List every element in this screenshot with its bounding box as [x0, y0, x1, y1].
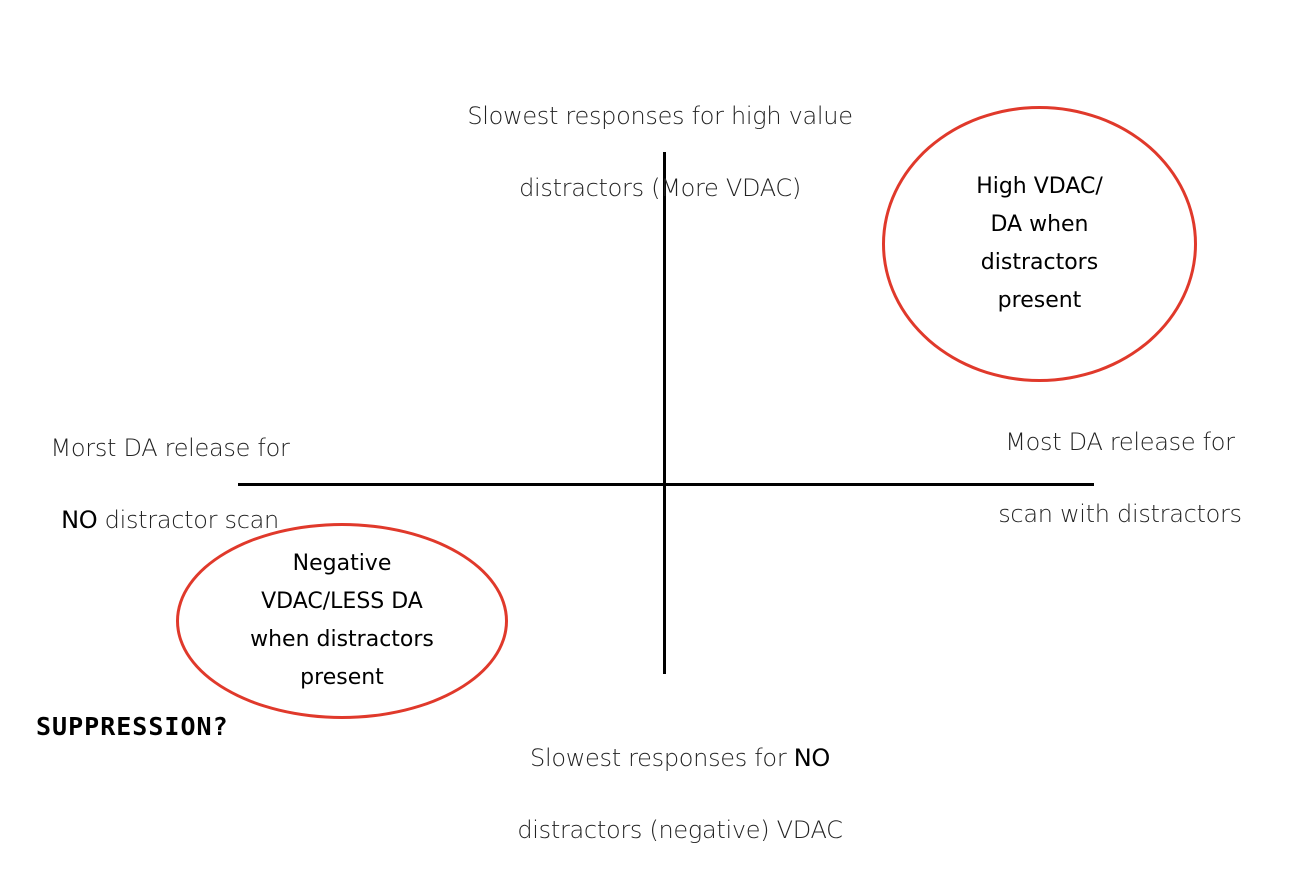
right-axis-label-line2: scan with distractors — [998, 500, 1242, 528]
top-axis-label: Slowest responses for high value distrac… — [440, 62, 880, 242]
left-axis-label-line2-text: distractor scan — [97, 506, 280, 534]
left-axis-label: Morst DA release for NO distractor scan — [30, 394, 310, 574]
bottom-axis-label-line1: Slowest responses for NO — [460, 740, 900, 776]
left-axis-label-line2: NO distractor scan — [30, 502, 310, 538]
horizontal-axis — [238, 483, 1094, 486]
bottom-axis-label-line1-text: Slowest responses for — [530, 744, 794, 772]
top-axis-label-line1: Slowest responses for high value — [467, 102, 853, 130]
top-axis-label-line2: distractors (More VDAC) — [519, 174, 801, 202]
right-axis-label-line1: Most DA release for — [1005, 428, 1235, 456]
bottom-axis-label-emphasis: NO — [793, 744, 831, 772]
high-vdac-ellipse: High VDAC/ DA when distractors present — [882, 106, 1197, 382]
vertical-axis — [663, 152, 666, 674]
left-axis-label-emphasis: NO — [61, 506, 98, 534]
suppression-annotation: SUPPRESSION? — [36, 712, 229, 741]
negative-vdac-ellipse: Negative VDAC/LESS DA when distractors p… — [176, 523, 508, 719]
left-axis-label-line1: Morst DA release for — [50, 434, 290, 462]
bottom-axis-label: Slowest responses for NO distractors (ne… — [460, 704, 900, 884]
high-vdac-ellipse-text: High VDAC/ DA when distractors present — [976, 174, 1103, 313]
negative-vdac-ellipse-text: Negative VDAC/LESS DA when distractors p… — [250, 551, 434, 690]
right-axis-label: Most DA release for scan with distractor… — [985, 388, 1255, 568]
bottom-axis-label-line2: distractors (negative) VDAC — [517, 816, 843, 844]
